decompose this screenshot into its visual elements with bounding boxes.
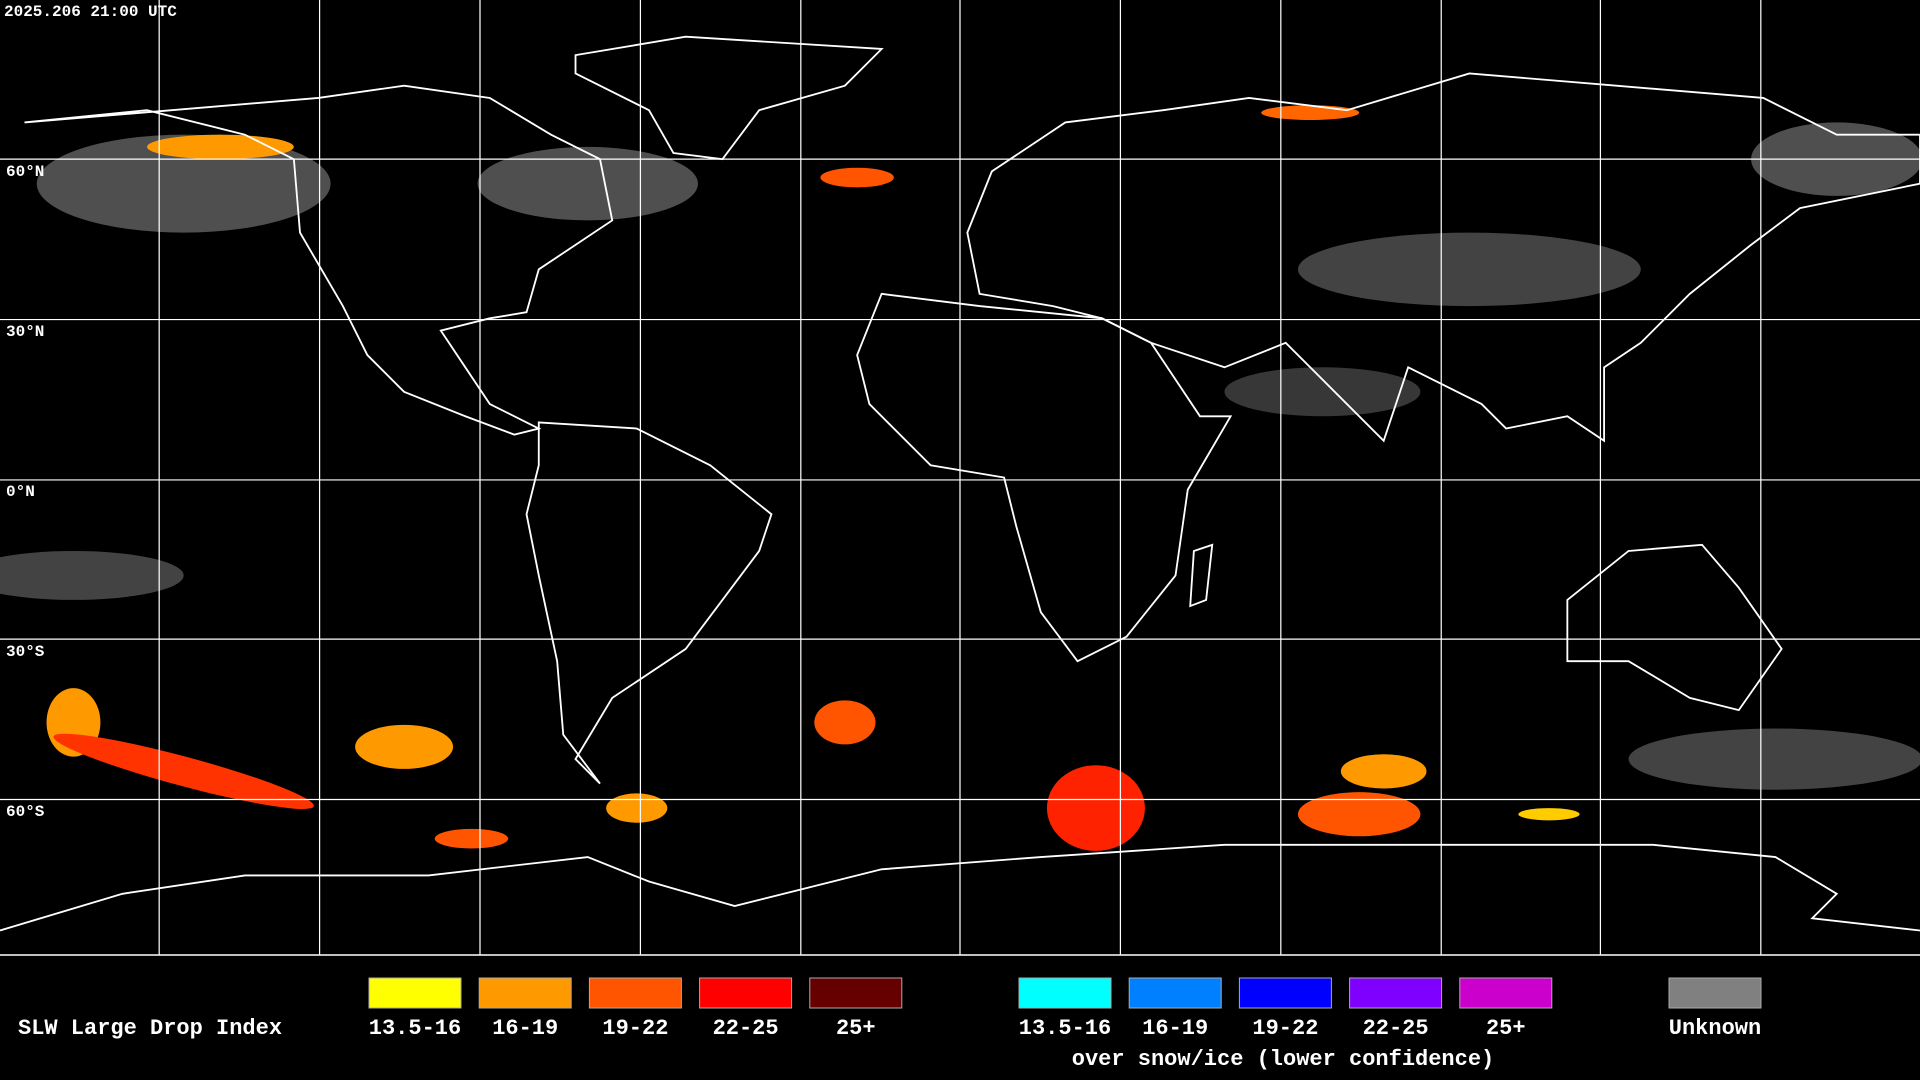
map: [0, 0, 1920, 955]
legend-caption: over snow/ice (lower confidence): [1072, 1047, 1494, 1072]
legend-swatch: [1238, 977, 1332, 1009]
legend-label: 19-22: [1252, 1016, 1318, 1041]
legend-label: 25+: [1486, 1016, 1526, 1041]
legend: 13.5-16 16-19 19-22 22-25 25+ 13.5-16 16-19 19-…: [368, 977, 1762, 1072]
legend-label: 16-19: [1142, 1016, 1208, 1041]
legend-label: 19-22: [602, 1016, 668, 1041]
legend-swatch: [1668, 977, 1762, 1009]
legend-label: 13.5-16: [369, 1016, 461, 1041]
legend-label: 13.5-16: [1019, 1016, 1111, 1041]
legend-swatch: [368, 977, 462, 1009]
lat-label: 0°N: [6, 483, 35, 501]
graticule: [0, 0, 1920, 955]
legend-label: 22-25: [713, 1016, 779, 1041]
legend-swatch: [478, 977, 572, 1009]
legend-swatch: [1018, 977, 1112, 1009]
legend-label: 16-19: [492, 1016, 558, 1041]
legend-swatch: [1128, 977, 1222, 1009]
lat-label: 60°S: [6, 803, 45, 821]
legend-swatch: [1459, 977, 1553, 1009]
coastlines: [0, 35, 1920, 932]
legend-swatch: [1349, 977, 1443, 1009]
legend-label: Unknown: [1669, 1016, 1761, 1041]
legend-title: SLW Large Drop Index: [18, 1016, 282, 1041]
legend-swatch: [809, 977, 903, 1009]
lat-label: 30°N: [6, 323, 44, 341]
lat-labels: 60°N 30°N 0°N 30°S 60°S: [6, 163, 45, 821]
lat-label: 60°N: [6, 163, 44, 181]
timestamp: 2025.206 21:00 UTC: [4, 3, 177, 21]
legend-label: 25+: [836, 1016, 876, 1041]
cloud-field: [0, 122, 1920, 790]
legend-swatch: [699, 977, 793, 1009]
lat-label: 30°S: [6, 643, 45, 661]
legend-label: 22-25: [1363, 1016, 1429, 1041]
legend-swatch: [588, 977, 682, 1009]
